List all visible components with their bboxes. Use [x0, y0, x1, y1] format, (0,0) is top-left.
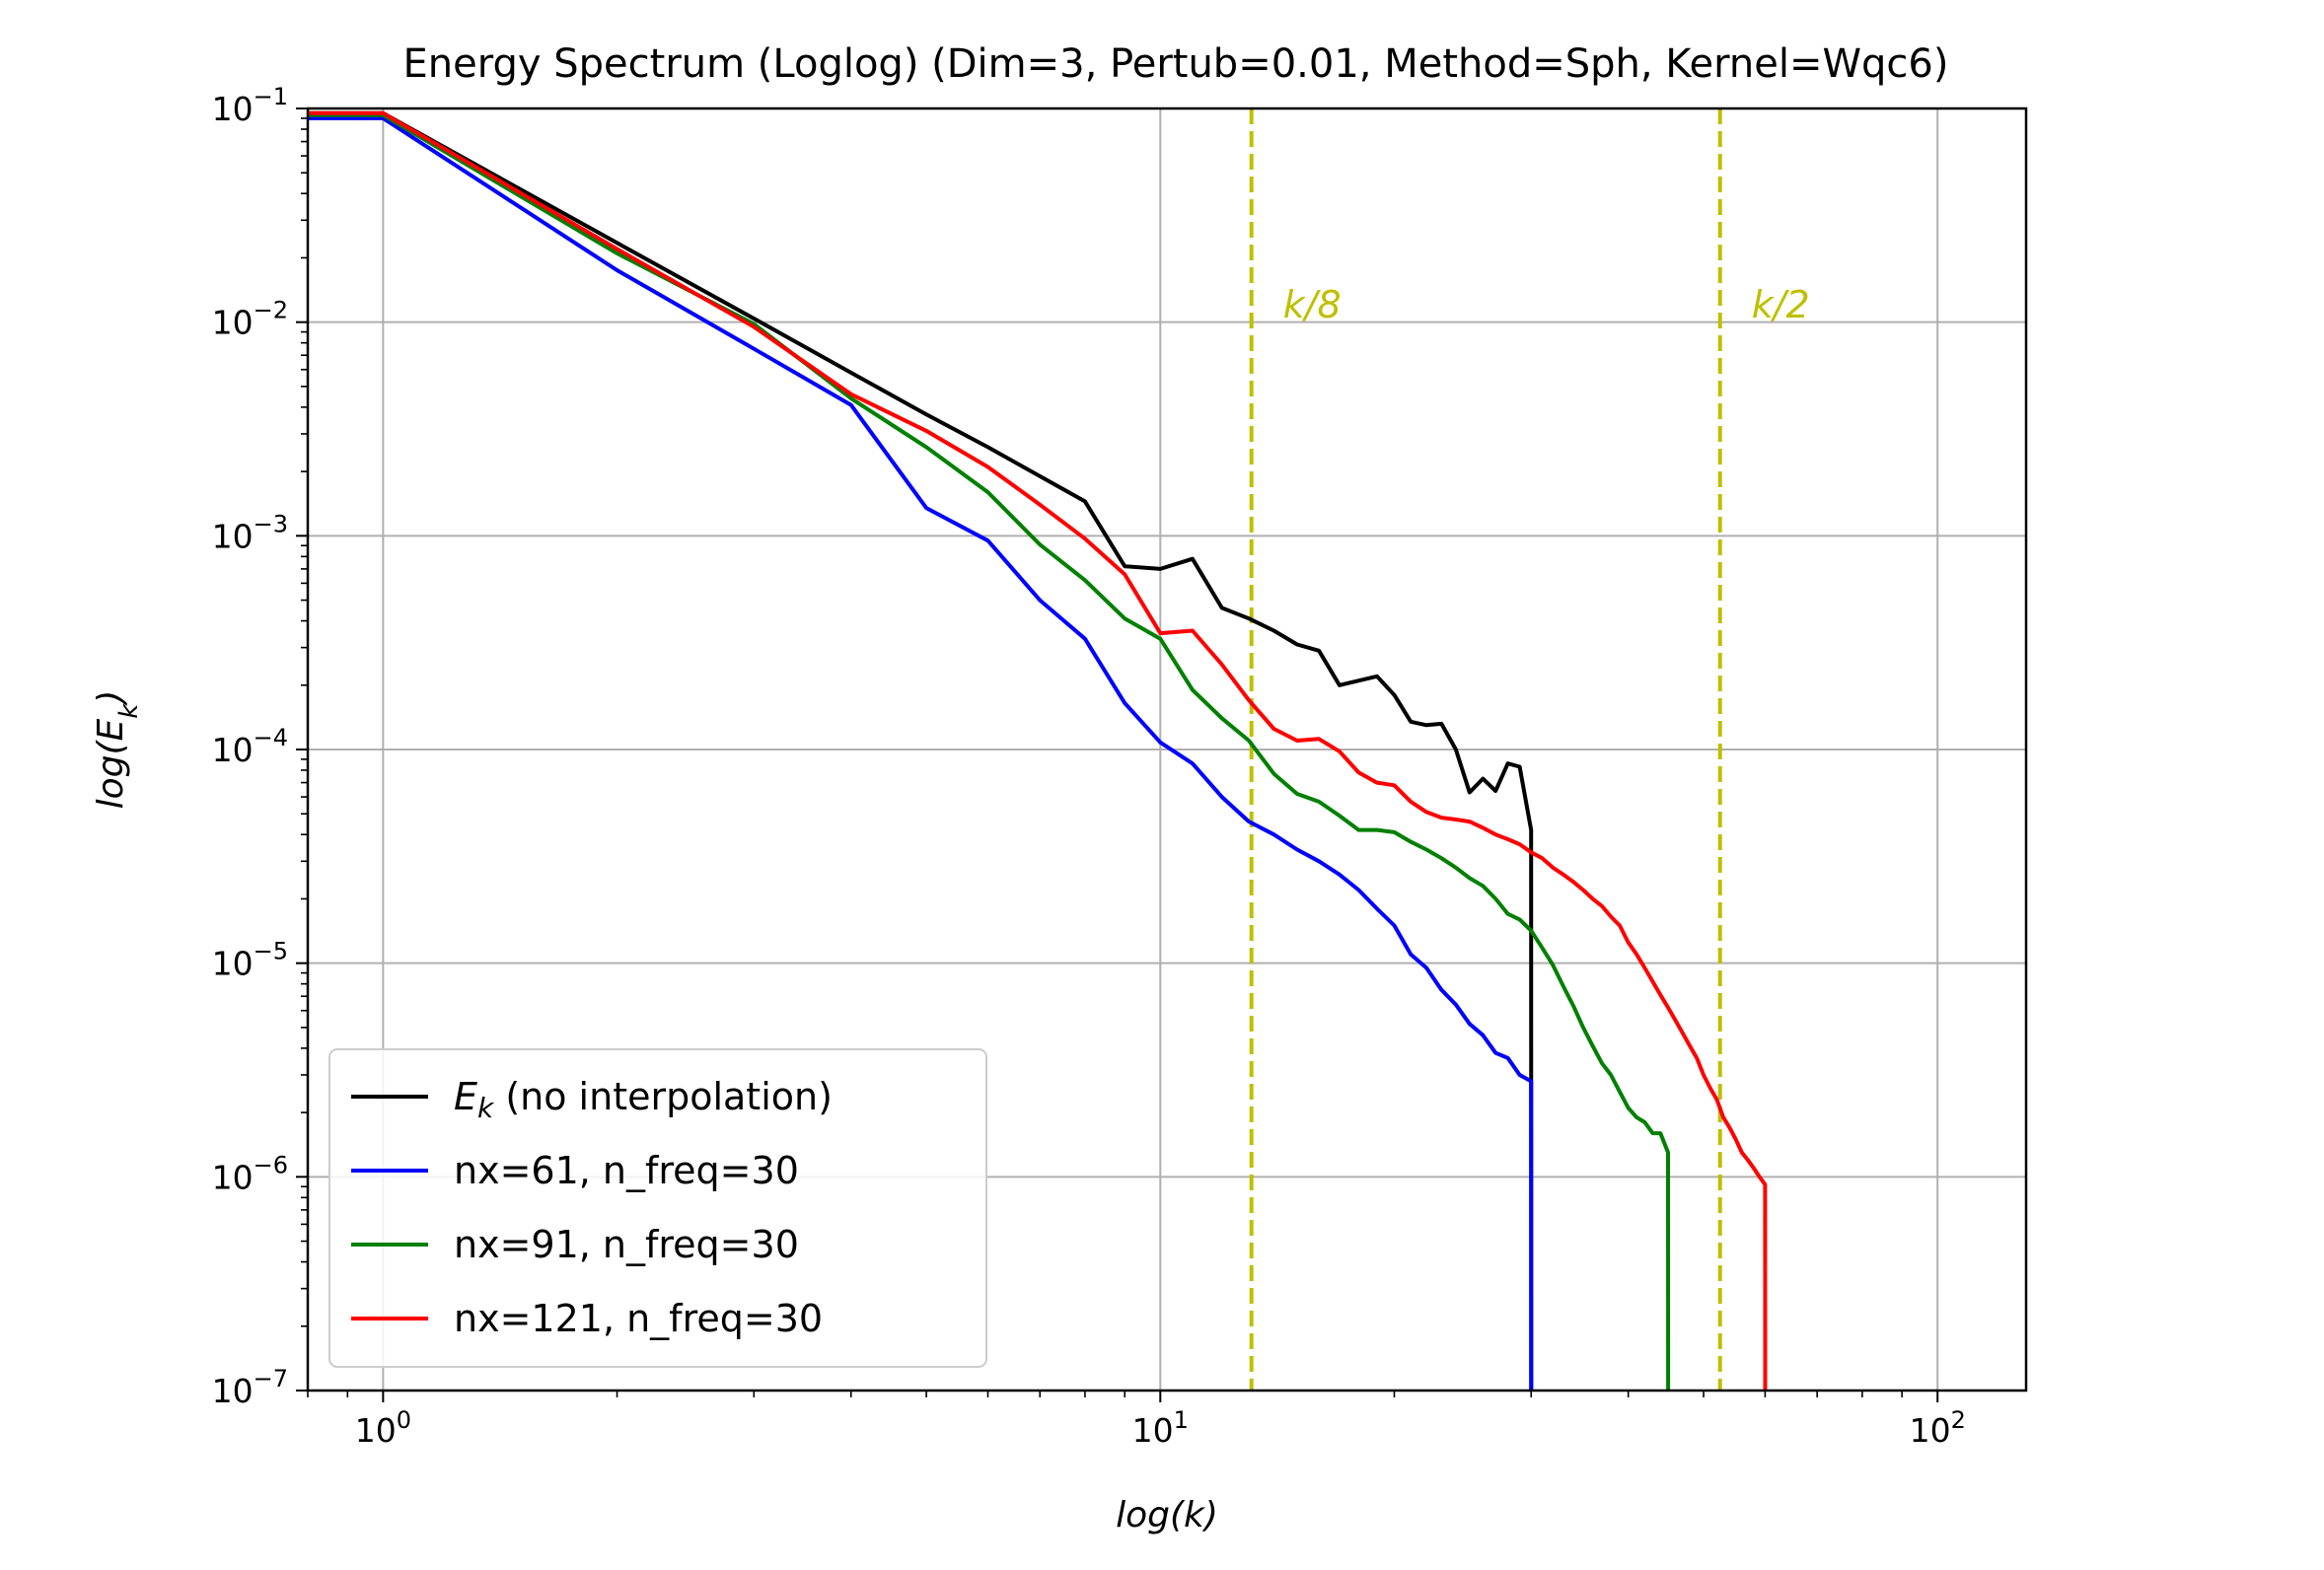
legend-entry-label: nx=61, n_freq=30	[454, 1149, 799, 1192]
series-line	[308, 112, 1671, 1392]
reference-vline-label: k/8	[1283, 283, 1342, 326]
y-tick-label: 10−5	[212, 938, 288, 983]
axis-ticks: 100 101 102 10−7 10−6 10−5 10−4 10−3 10−2 10−1	[212, 83, 1966, 1450]
data-series	[308, 110, 1768, 1392]
chart-title: Energy Spectrum (Loglog) (Dim=3, Pertub=…	[403, 41, 1949, 87]
legend-entry-label: Ek (no interpolation)	[454, 1075, 833, 1124]
y-tick-label: 10−2	[212, 297, 288, 342]
y-tick-label: 10−1	[212, 83, 288, 128]
reference-vline-label: k/2	[1752, 283, 1810, 326]
legend-entry-label: nx=91, n_freq=30	[454, 1223, 799, 1266]
x-tick-label: 102	[1910, 1406, 1966, 1450]
reference-lines: k/8 k/2	[1249, 108, 1810, 1391]
x-axis-label: log(k)	[1116, 1495, 1218, 1535]
y-tick-label: 10−4	[212, 724, 288, 769]
legend-box	[328, 1048, 987, 1368]
x-tick-label: 101	[1132, 1406, 1189, 1450]
legend: Ek (no interpolation) nx=61, n_freq=30 nx=…	[328, 1048, 987, 1368]
y-tick-label: 10−6	[212, 1151, 288, 1196]
legend-entry-label: nx=121, n_freq=30	[454, 1297, 823, 1340]
series-line	[308, 110, 1534, 1392]
y-tick-label: 10−3	[212, 510, 288, 555]
series-line	[308, 110, 1768, 1392]
series-line	[308, 115, 1534, 1392]
y-tick-label: 10−7	[212, 1365, 288, 1410]
x-tick-label: 100	[355, 1406, 411, 1450]
